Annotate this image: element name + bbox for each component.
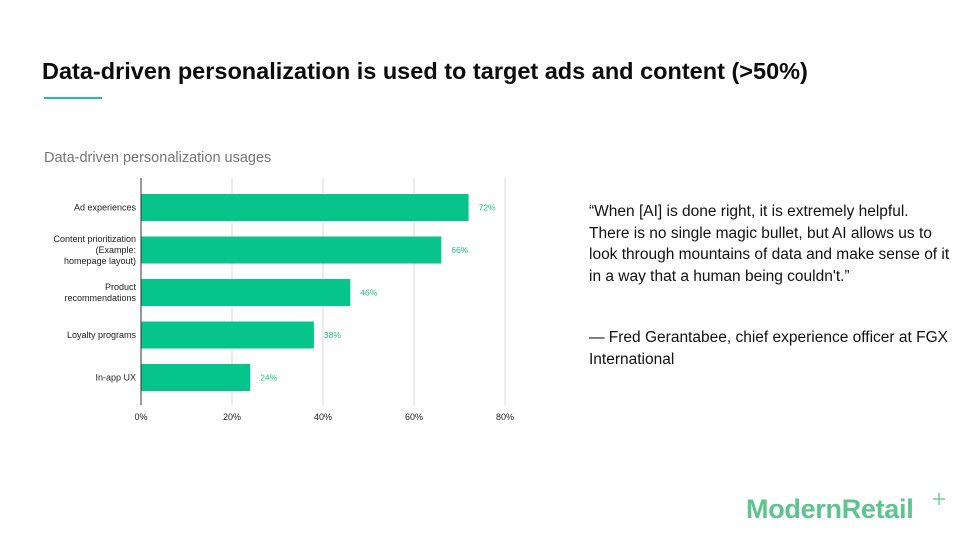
quote-text: “When [AI] is done right, it is extremel… (589, 203, 950, 285)
title-underline (44, 97, 102, 99)
chart-title: Data-driven personalization usages (44, 150, 272, 166)
x-tick-label: 0% (134, 412, 147, 422)
data-label: 38% (324, 330, 341, 340)
data-label: 46% (360, 288, 377, 298)
x-tick-label: 80% (496, 412, 514, 422)
category-label: Content prioritization (Example: homepage … (53, 234, 136, 266)
x-tick-label: 40% (314, 412, 332, 422)
x-tick-label: 20% (223, 412, 241, 422)
bar (141, 321, 314, 349)
slide-title: Data-driven personalization is used to t… (42, 58, 808, 84)
category-label: Loyalty programs (67, 330, 137, 340)
modern-retail-logo: ModernRetail (746, 494, 914, 524)
data-label: 66% (451, 245, 468, 255)
category-label: Product recommendations (64, 282, 136, 303)
bar (141, 279, 351, 306)
bar (141, 194, 469, 221)
data-label: 72% (479, 203, 496, 213)
category-label: In-app UX (95, 373, 136, 383)
quote-attribution: — Fred Gerantabee, chief experience offi… (589, 329, 948, 368)
data-label: 24% (260, 373, 277, 383)
bar (141, 236, 442, 264)
logo-plus-icon (933, 493, 945, 505)
bar-chart: 0% 20% 40% 60% 80% 72% Ad experiences 66% Conten… (53, 178, 514, 422)
category-label: Ad experiences (74, 203, 137, 213)
bar (141, 364, 251, 391)
x-tick-label: 60% (405, 412, 423, 422)
